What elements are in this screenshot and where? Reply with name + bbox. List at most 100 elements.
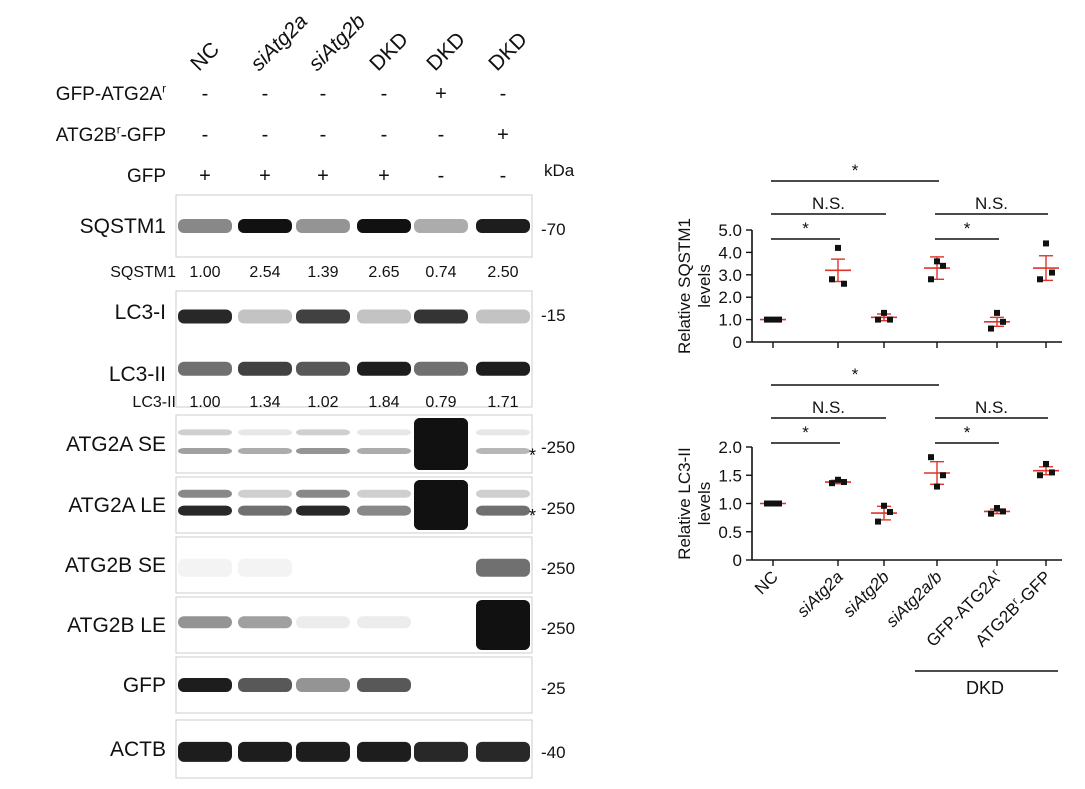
- blot-band: [357, 678, 411, 692]
- data-point: [1037, 276, 1043, 283]
- blot-band: [414, 309, 468, 324]
- data-point: [770, 500, 776, 507]
- treatment-sign: +: [497, 124, 509, 146]
- treatment-sign: -: [262, 83, 269, 105]
- kda-marker: -250: [541, 559, 575, 578]
- data-point: [988, 325, 994, 332]
- y-axis-label: Relative LC3-IIlevels: [675, 447, 714, 559]
- data-point: [1043, 240, 1049, 247]
- blot-band: [296, 505, 350, 516]
- quant-value: 1.02: [307, 394, 338, 411]
- blot-band: [178, 741, 232, 762]
- blot-band: [476, 219, 530, 233]
- blot-band: [296, 489, 350, 498]
- blot-band: [238, 616, 292, 629]
- y-tick-label: 0.5: [718, 523, 742, 542]
- data-point: [928, 276, 934, 283]
- significance-label: *: [964, 219, 971, 238]
- blot-band: [476, 600, 530, 650]
- blot-band: [357, 741, 411, 762]
- data-point: [776, 500, 782, 507]
- kda-label: kDa: [544, 161, 575, 180]
- lane-header: NC: [186, 38, 224, 76]
- data-point: [841, 280, 847, 287]
- quant-label: LC3-II: [132, 394, 176, 411]
- treatment-table: GFP-ATG2Ar - - - - + - ATG2Br-GFP - - - - - + GFP + + + + -…: [56, 82, 509, 187]
- data-point: [994, 505, 1000, 512]
- y-tick-label: 1.0: [718, 311, 742, 330]
- y-tick-label: 4.0: [718, 243, 742, 262]
- blot-band: [178, 489, 232, 498]
- y-tick-label: 0: [733, 551, 742, 570]
- blot-band: [476, 361, 530, 376]
- treatment-sign: -: [320, 83, 327, 105]
- blot-band: [178, 219, 232, 233]
- blot-band: [476, 309, 530, 324]
- kda-marker: -250: [541, 619, 575, 638]
- data-point: [887, 316, 893, 323]
- blot-panel: [175, 719, 533, 779]
- y-tick-label: 5.0: [718, 221, 742, 240]
- quant-value: 2.54: [249, 264, 280, 281]
- blot-band: [238, 309, 292, 324]
- blot-band: [238, 741, 292, 762]
- blot-band: [296, 447, 350, 454]
- lane-header: siAtg2a: [246, 10, 312, 76]
- blot-label: SQSTM1: [80, 215, 166, 238]
- blot-panel: [175, 194, 533, 258]
- lane-header: DKD: [484, 28, 532, 76]
- treatment-sign: +: [199, 165, 211, 187]
- y-axis-label: Relative SQSTM1levels: [675, 218, 714, 354]
- data-point: [776, 316, 782, 323]
- quant-value: 1.39: [307, 264, 338, 281]
- significance-label: *: [852, 161, 859, 180]
- quant-value: 1.71: [487, 394, 518, 411]
- blot-label: ATG2A LE: [68, 494, 166, 517]
- y-tick-label: 2.0: [718, 288, 742, 307]
- blot-label: ATG2B SE: [65, 554, 166, 577]
- quant-value: 2.65: [368, 264, 399, 281]
- treatment-label: GFP: [127, 166, 166, 187]
- blot-label: ATG2A SE: [66, 433, 166, 456]
- data-point: [764, 500, 770, 507]
- blot-label: LC3-I: [115, 301, 166, 324]
- data-point: [994, 309, 1000, 316]
- blot-band: [357, 616, 411, 629]
- treatment-sign: -: [500, 83, 507, 105]
- data-point: [829, 480, 835, 487]
- data-point: [887, 508, 893, 515]
- blot-band: [178, 558, 232, 577]
- blot-band: [357, 505, 411, 516]
- treatment-sign: -: [500, 165, 507, 187]
- blot-band: [357, 447, 411, 454]
- blot-band: [476, 558, 530, 577]
- data-point: [1049, 469, 1055, 476]
- data-point: [875, 316, 881, 323]
- significance-label: *: [852, 365, 859, 384]
- blot-band: [238, 505, 292, 516]
- treatment-sign: -: [320, 124, 327, 146]
- blot-band: [476, 429, 530, 436]
- quant-value: 1.00: [189, 264, 220, 281]
- data-point: [1000, 508, 1006, 515]
- treatment-sign: -: [438, 124, 445, 146]
- blot-band: [238, 429, 292, 436]
- quantification-rows: SQSTM1 1.00 2.54 1.39 2.65 0.74 2.50 LC3-II 1.00…: [110, 264, 518, 411]
- blot-band: [476, 447, 530, 454]
- data-point: [940, 472, 946, 479]
- kda-marker: -15: [541, 306, 566, 325]
- data-point: [829, 276, 835, 283]
- quant-value: 1.00: [189, 394, 220, 411]
- treatment-sign: -: [202, 124, 209, 146]
- data-point: [881, 309, 887, 316]
- blot-panel: [175, 414, 533, 474]
- significance-label: *: [802, 423, 809, 442]
- treatment-sign: +: [317, 165, 329, 187]
- data-point: [934, 483, 940, 490]
- lane-header: siAtg2b: [304, 10, 370, 76]
- blot-band: [357, 429, 411, 436]
- data-point: [841, 479, 847, 486]
